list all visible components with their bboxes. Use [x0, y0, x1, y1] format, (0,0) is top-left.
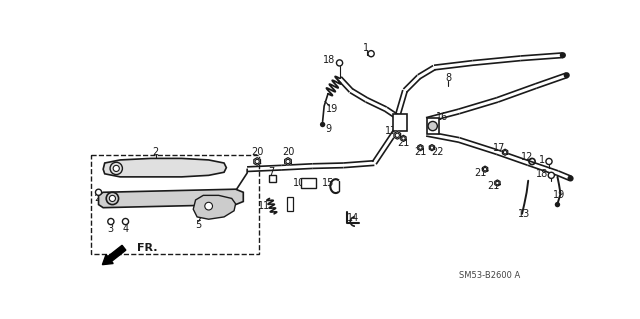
- Polygon shape: [103, 159, 227, 177]
- Text: 3: 3: [108, 224, 114, 234]
- Polygon shape: [254, 158, 260, 165]
- Text: 14: 14: [346, 213, 359, 224]
- Text: 2: 2: [152, 147, 159, 157]
- Circle shape: [555, 202, 560, 207]
- Circle shape: [560, 52, 566, 58]
- Circle shape: [337, 60, 342, 66]
- Circle shape: [368, 51, 374, 57]
- Polygon shape: [502, 149, 508, 155]
- Text: 9: 9: [325, 124, 331, 134]
- Text: 21: 21: [474, 168, 486, 178]
- Text: 5: 5: [195, 219, 202, 230]
- Bar: [393, 114, 406, 131]
- Circle shape: [95, 189, 102, 195]
- Text: 19: 19: [326, 104, 338, 114]
- Text: 12: 12: [520, 152, 533, 162]
- Text: 16: 16: [436, 112, 448, 122]
- Text: 8: 8: [445, 73, 451, 83]
- Bar: [287, 197, 293, 211]
- Circle shape: [564, 72, 570, 78]
- Text: 21: 21: [488, 181, 500, 191]
- Text: 18: 18: [536, 169, 548, 179]
- Polygon shape: [401, 135, 406, 141]
- Text: 13: 13: [518, 209, 531, 219]
- Text: 21: 21: [414, 147, 427, 157]
- Text: 20: 20: [282, 147, 294, 157]
- Text: 17: 17: [493, 143, 505, 152]
- Circle shape: [546, 159, 552, 165]
- Text: 1: 1: [539, 155, 545, 165]
- Circle shape: [106, 192, 118, 204]
- Polygon shape: [99, 189, 243, 208]
- Polygon shape: [394, 131, 401, 139]
- Text: 4: 4: [122, 224, 129, 234]
- Circle shape: [320, 122, 325, 127]
- Circle shape: [113, 165, 119, 172]
- Text: 15: 15: [322, 178, 334, 188]
- Text: FR.: FR.: [137, 243, 157, 253]
- Polygon shape: [418, 145, 423, 151]
- Polygon shape: [285, 158, 291, 165]
- Text: 6: 6: [287, 199, 292, 209]
- Text: 11: 11: [258, 201, 270, 211]
- FancyArrow shape: [102, 245, 126, 265]
- Circle shape: [548, 172, 554, 178]
- Circle shape: [568, 175, 573, 182]
- Text: 20: 20: [251, 147, 263, 157]
- Text: 18: 18: [323, 55, 335, 65]
- Circle shape: [108, 219, 114, 225]
- Text: 7: 7: [269, 167, 275, 177]
- Bar: [427, 118, 439, 134]
- Circle shape: [428, 122, 437, 131]
- Bar: [91, 155, 259, 254]
- Circle shape: [122, 219, 129, 225]
- Text: 22: 22: [431, 147, 444, 157]
- Bar: [301, 178, 316, 188]
- Circle shape: [205, 202, 212, 210]
- Circle shape: [109, 195, 115, 202]
- Text: 21: 21: [397, 138, 410, 148]
- Text: 23: 23: [95, 193, 107, 204]
- Text: 19: 19: [553, 190, 565, 200]
- Polygon shape: [495, 180, 500, 186]
- Polygon shape: [429, 145, 435, 151]
- Polygon shape: [193, 195, 236, 219]
- Bar: [269, 174, 276, 182]
- Text: 17: 17: [385, 126, 397, 136]
- Polygon shape: [483, 166, 488, 172]
- Text: SM53-B2600 A: SM53-B2600 A: [459, 271, 520, 280]
- Text: 10: 10: [293, 178, 306, 188]
- Text: 1: 1: [364, 42, 369, 53]
- Circle shape: [110, 162, 122, 174]
